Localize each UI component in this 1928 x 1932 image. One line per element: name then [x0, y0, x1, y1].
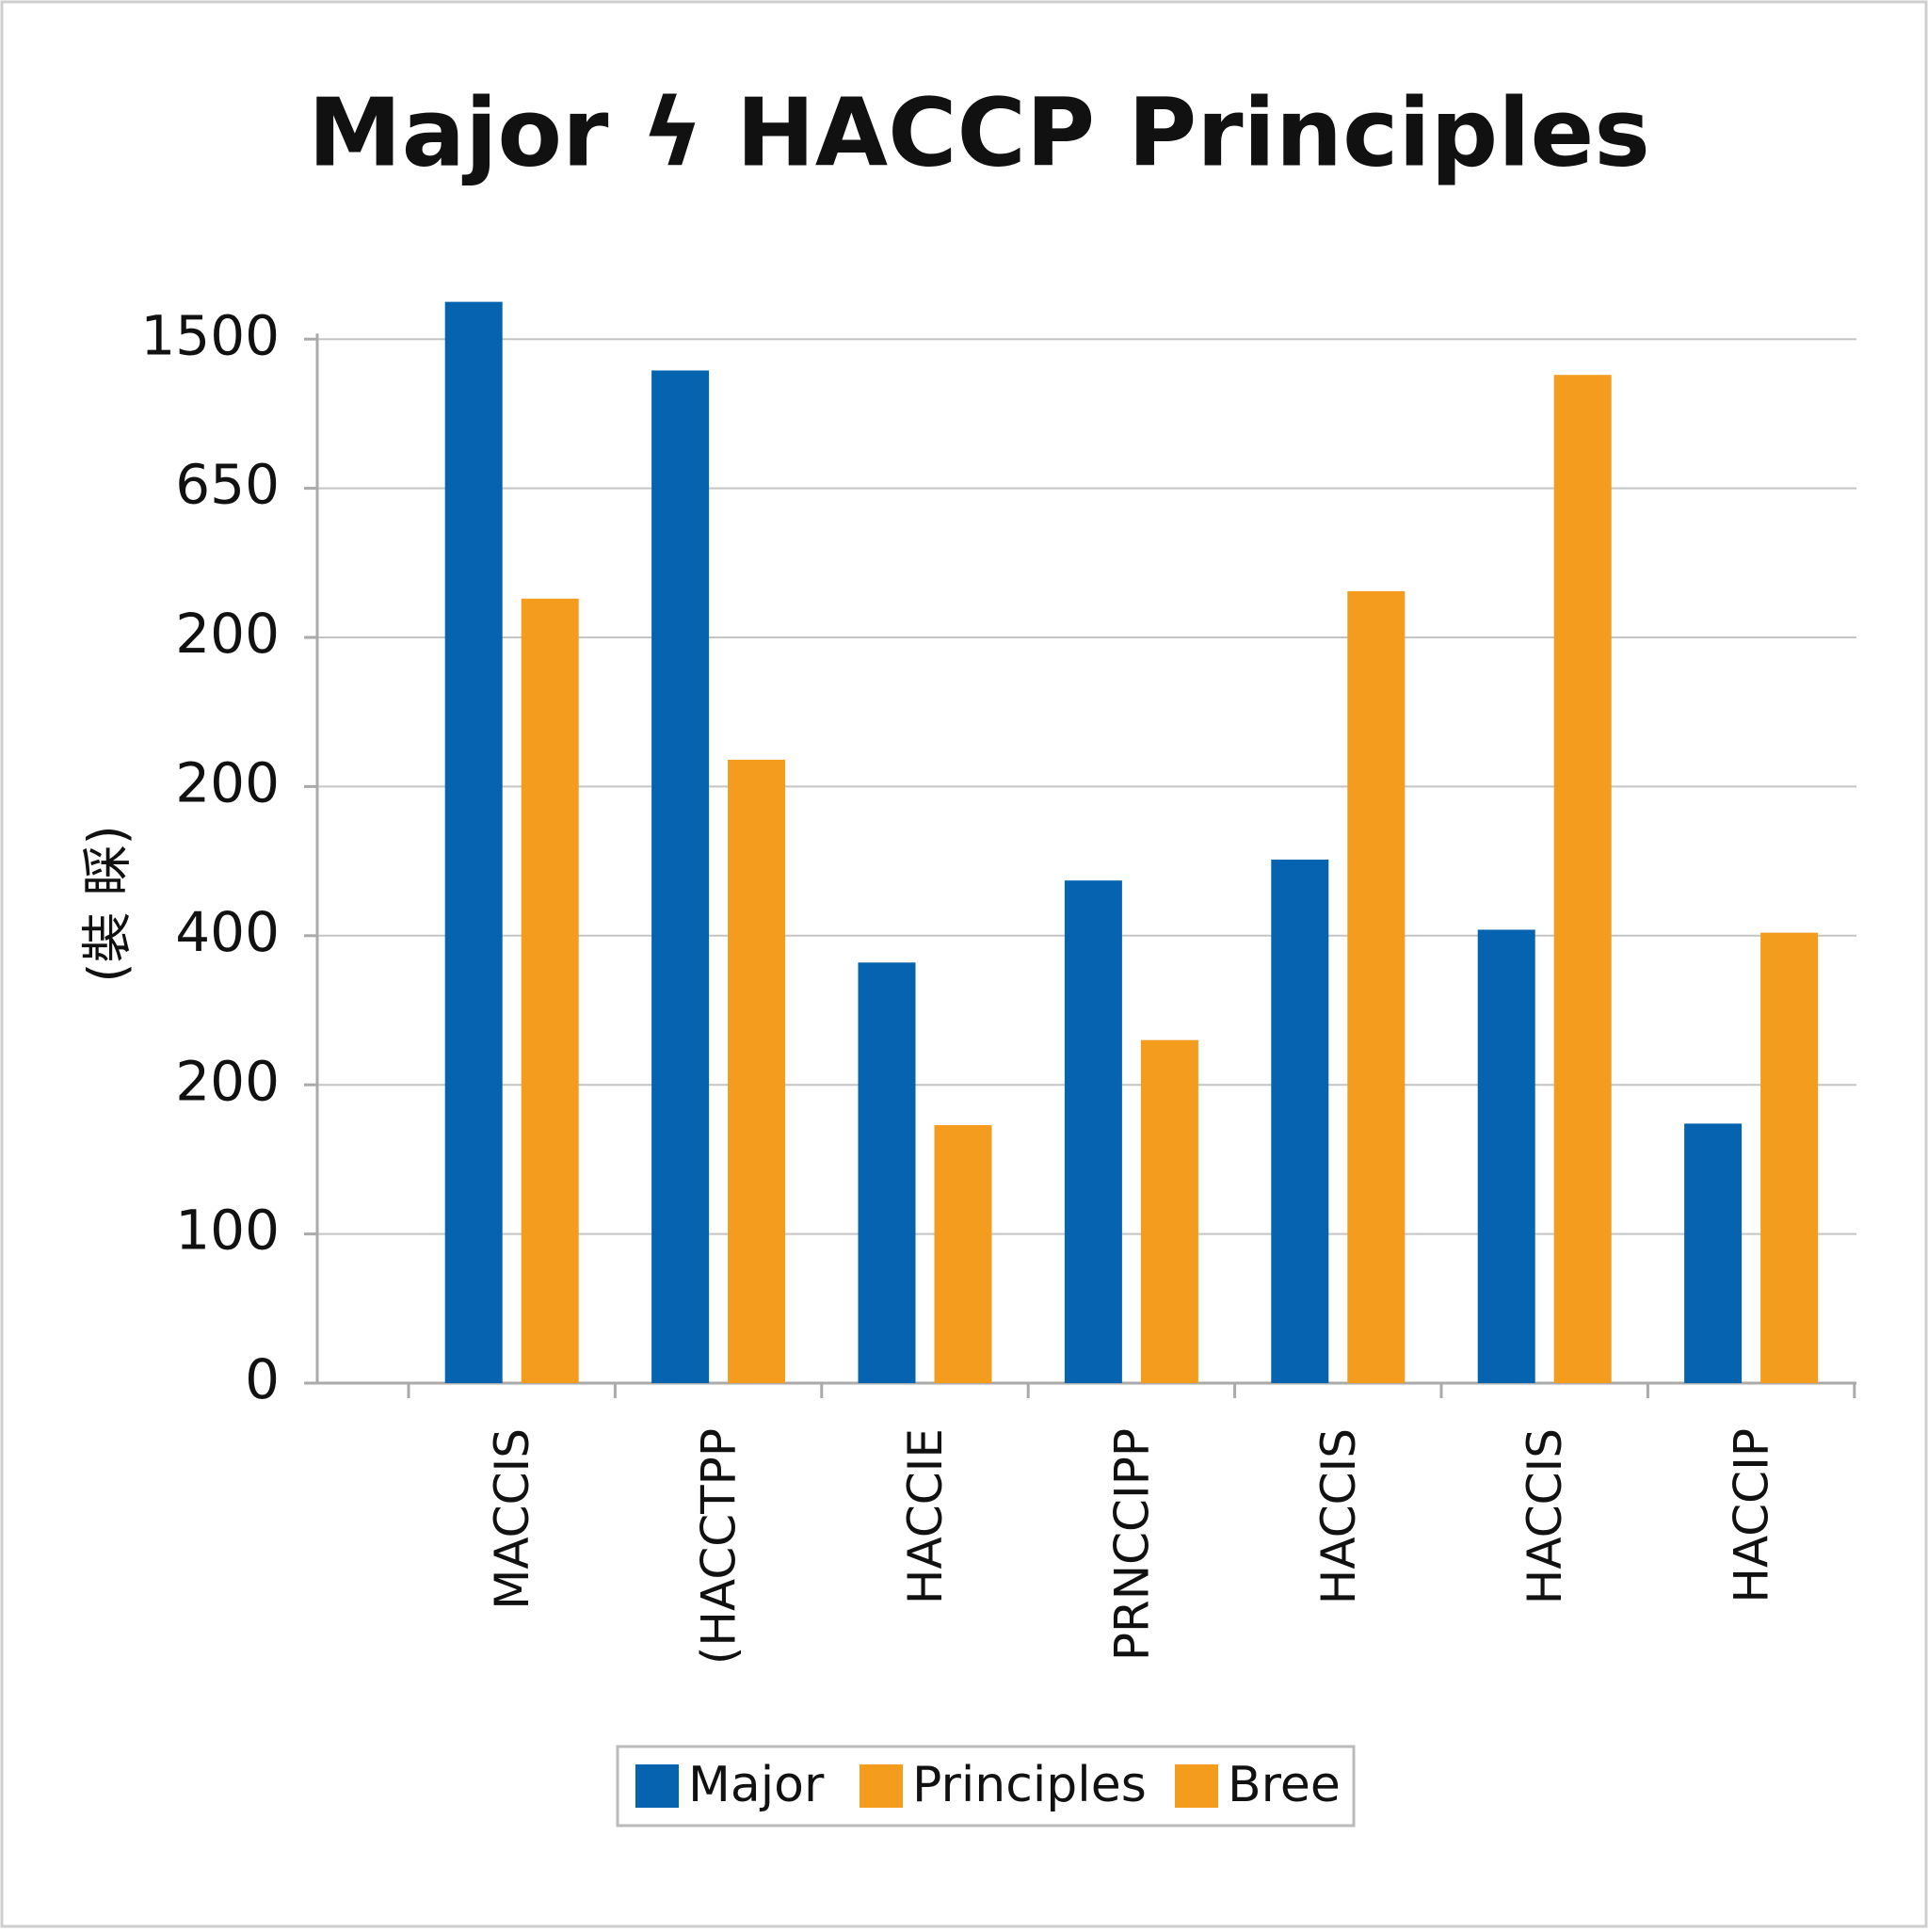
y-tick-label: 200: [175, 602, 280, 666]
y-tick-label: 200: [175, 1049, 280, 1113]
bar: [1684, 1123, 1743, 1383]
bar: [1140, 1039, 1198, 1383]
x-tick-label: (HACCTPP: [692, 1428, 747, 1665]
legend-swatch: [635, 1764, 679, 1808]
x-tick-label: PRNCCIPP: [1104, 1428, 1159, 1661]
y-tick-label: 400: [175, 900, 280, 964]
bar: [1271, 860, 1329, 1383]
bar: [1553, 375, 1612, 1383]
legend-label: Major: [688, 1757, 825, 1813]
bar: [728, 759, 786, 1383]
y-tick-label: 0: [245, 1347, 280, 1411]
chart-title: Major ϟ HACCP Principles: [308, 77, 1650, 187]
legend-swatch: [860, 1764, 903, 1808]
legend-swatch: [1175, 1764, 1218, 1808]
x-tick-label: MACCIS: [485, 1428, 539, 1610]
y-axis-label: (裝 睬): [78, 825, 137, 982]
x-tick-label: HACCIS: [1518, 1428, 1572, 1604]
y-tick-label: 200: [175, 751, 280, 815]
bar: [1477, 929, 1535, 1383]
x-tick-label: HACCIP: [1725, 1428, 1779, 1603]
y-tick-label: 100: [175, 1199, 280, 1263]
x-tick-label: HACCIE: [898, 1428, 953, 1604]
x-tick-label: HACCIS: [1311, 1428, 1366, 1604]
legend-label: Bree: [1228, 1757, 1341, 1813]
bar: [1347, 590, 1406, 1383]
bar: [858, 962, 916, 1383]
y-tick-label: 650: [175, 453, 280, 517]
bar: [444, 301, 503, 1384]
bar: [521, 598, 579, 1383]
bar: [1064, 880, 1122, 1383]
bar: [1760, 932, 1819, 1383]
bar: [651, 370, 710, 1383]
legend: [616, 1745, 1356, 1827]
bar: [934, 1124, 992, 1383]
legend-label: Principles: [912, 1757, 1147, 1813]
y-tick-label: 1500: [140, 303, 280, 367]
